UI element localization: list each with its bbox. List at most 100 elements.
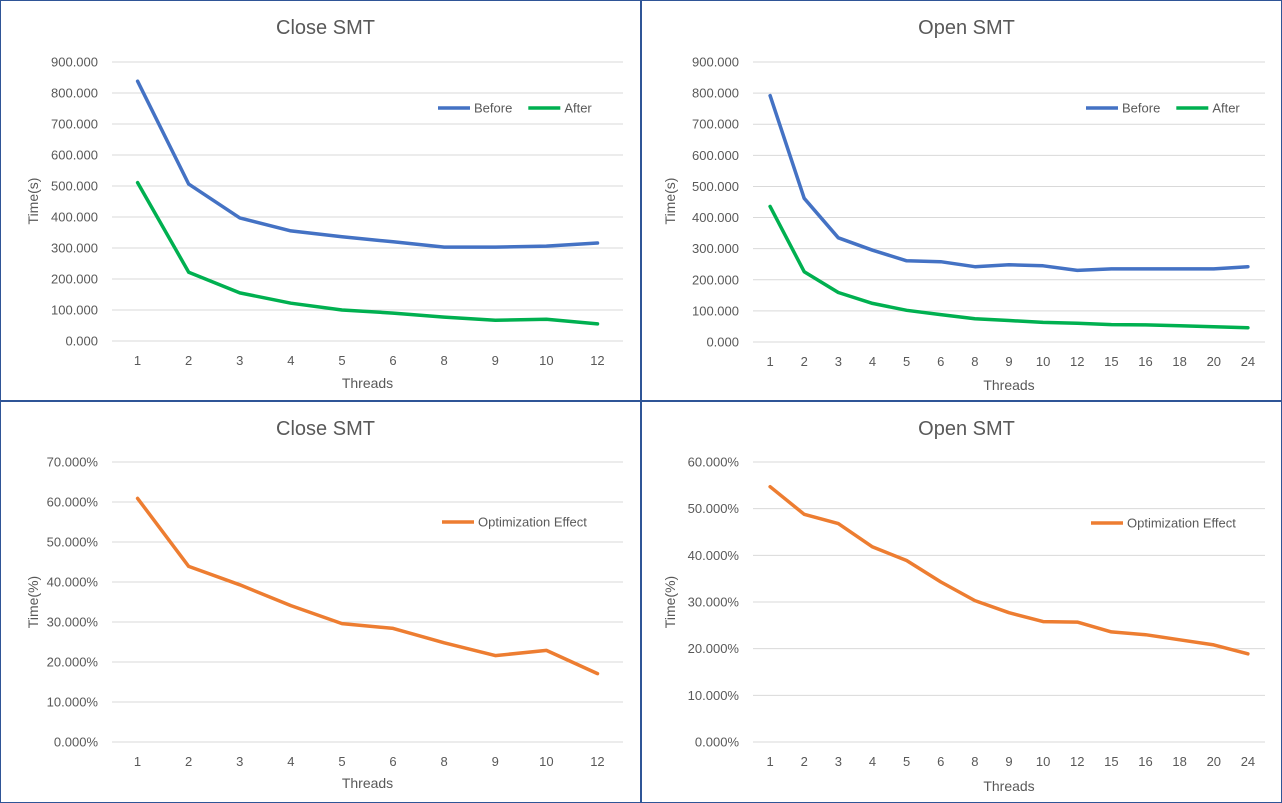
y-tick-label: 10.000% (47, 695, 99, 710)
x-tick-label: 12 (1070, 754, 1084, 769)
y-tick-label: 600.000 (692, 148, 739, 163)
y-tick-label: 400.000 (51, 210, 98, 225)
x-tick-label: 12 (590, 353, 604, 368)
x-tick-label: 9 (492, 754, 499, 769)
series-line-after (135, 180, 600, 326)
chart-title: Open SMT (918, 418, 1015, 440)
legend-label-after: After (1212, 101, 1240, 116)
y-tick-label: 800.000 (51, 86, 98, 101)
x-tick-label: 6 (937, 354, 944, 369)
y-tick-label: 40.000% (47, 575, 99, 590)
y-tick-label: 200.000 (51, 272, 98, 287)
chart-border (0, 0, 641, 401)
x-axis-label: Threads (983, 778, 1034, 794)
y-tick-label: 900.000 (51, 55, 98, 70)
x-tick-label: 6 (389, 353, 396, 368)
x-tick-label: 2 (801, 754, 808, 769)
x-tick-label: 1 (134, 754, 141, 769)
x-tick-label: 24 (1241, 754, 1255, 769)
x-tick-label: 4 (869, 354, 876, 369)
x-tick-label: 6 (937, 754, 944, 769)
y-tick-label: 700.000 (51, 117, 98, 132)
x-tick-label: 3 (236, 754, 243, 769)
legend-label-optimization-effect: Optimization Effect (478, 515, 587, 530)
chart-title: Close SMT (276, 418, 375, 440)
x-tick-label: 10 (539, 754, 553, 769)
x-tick-label: 16 (1138, 754, 1152, 769)
x-tick-label: 3 (236, 353, 243, 368)
y-tick-label: 600.000 (51, 148, 98, 163)
y-axis-label: Time(%) (25, 576, 41, 628)
x-tick-label: 8 (441, 754, 448, 769)
series-line-after (768, 204, 1250, 330)
y-tick-label: 300.000 (51, 241, 98, 256)
chart-title: Open SMT (918, 17, 1015, 39)
y-tick-label: 300.000 (692, 241, 739, 256)
y-tick-label: 200.000 (692, 272, 739, 287)
x-tick-label: 2 (185, 754, 192, 769)
y-axis-label: Time(s) (25, 178, 41, 225)
y-tick-label: 40.000% (688, 548, 740, 563)
y-tick-label: 30.000% (688, 595, 740, 610)
chart-border (641, 0, 1282, 401)
x-tick-label: 4 (869, 754, 876, 769)
chart-open-smt-effect: Open SMT 0.000% 10.000% 20.000% 30.000% 40.00… (641, 401, 1282, 803)
x-tick-label: 1 (766, 754, 773, 769)
y-tick-label: 30.000% (47, 615, 99, 630)
legend-label-before: Before (474, 101, 512, 116)
chart-border (0, 401, 641, 803)
x-tick-label: 16 (1138, 354, 1152, 369)
x-tick-label: 18 (1172, 354, 1186, 369)
series-line-before (768, 93, 1250, 273)
x-tick-label: 5 (338, 754, 345, 769)
x-tick-label: 5 (338, 353, 345, 368)
y-tick-label: 700.000 (692, 117, 739, 132)
y-tick-label: 10.000% (688, 688, 740, 703)
y-axis-label: Time(%) (662, 576, 678, 628)
x-tick-label: 9 (1005, 754, 1012, 769)
y-tick-label: 800.000 (692, 86, 739, 101)
y-tick-label: 20.000% (688, 641, 740, 656)
x-tick-label: 3 (835, 354, 842, 369)
y-tick-label: 50.000% (688, 501, 740, 516)
y-tick-label: 70.000% (47, 455, 99, 470)
legend-label-optimization-effect: Optimization Effect (1127, 516, 1236, 531)
y-tick-label: 400.000 (692, 210, 739, 225)
legend-label-after: After (564, 101, 592, 116)
x-tick-label: 8 (971, 354, 978, 369)
x-tick-label: 15 (1104, 354, 1118, 369)
x-tick-label: 15 (1104, 754, 1118, 769)
y-tick-label: 60.000% (688, 455, 740, 470)
x-tick-label: 12 (1070, 354, 1084, 369)
y-tick-label: 0.000 (706, 335, 739, 350)
series-line-optimization-effect (768, 484, 1250, 656)
x-tick-label: 1 (766, 354, 773, 369)
series-line-before (135, 79, 600, 249)
y-tick-label: 20.000% (47, 655, 99, 670)
y-tick-label: 60.000% (47, 495, 99, 510)
x-tick-label: 20 (1207, 754, 1221, 769)
x-tick-label: 10 (539, 353, 553, 368)
legend-label-before: Before (1122, 101, 1160, 116)
x-axis-label: Threads (342, 775, 393, 791)
x-tick-label: 2 (185, 353, 192, 368)
y-tick-label: 50.000% (47, 535, 99, 550)
x-tick-label: 5 (903, 754, 910, 769)
x-tick-label: 12 (590, 754, 604, 769)
x-tick-label: 6 (389, 754, 396, 769)
x-tick-label: 24 (1241, 354, 1255, 369)
x-tick-label: 8 (441, 353, 448, 368)
y-tick-label: 0.000% (54, 735, 99, 750)
x-tick-label: 10 (1036, 354, 1050, 369)
x-tick-label: 20 (1207, 354, 1221, 369)
series-line-optimization-effect (135, 496, 600, 676)
x-tick-label: 4 (287, 754, 294, 769)
x-tick-label: 18 (1172, 754, 1186, 769)
x-axis-label: Threads (342, 375, 393, 391)
y-tick-label: 0.000% (695, 735, 740, 750)
x-tick-label: 8 (971, 754, 978, 769)
y-tick-label: 900.000 (692, 55, 739, 70)
y-tick-label: 500.000 (692, 179, 739, 194)
y-tick-label: 100.000 (51, 303, 98, 318)
